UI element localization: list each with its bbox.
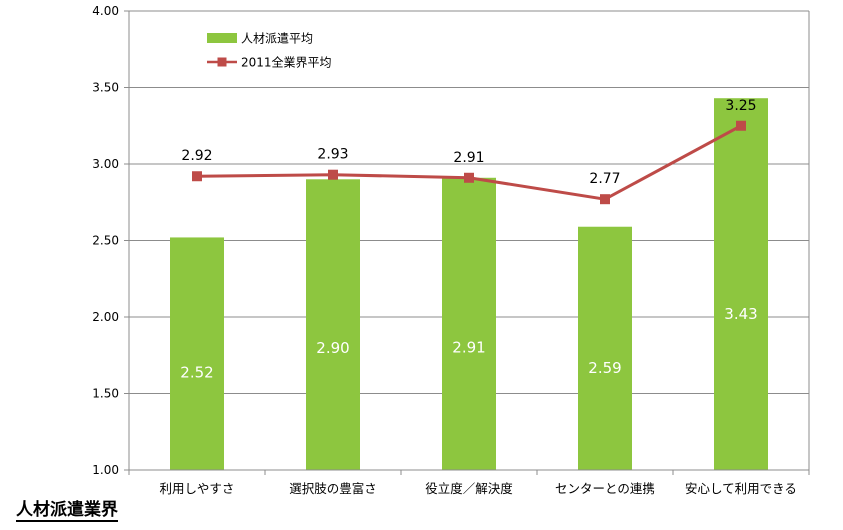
bar-data-label: 2.91 [452, 338, 485, 356]
x-category-labels: 利用しやすさ 選択肢の豊富さ 役立度／解決度 センターとの連携 安心して利用できる [160, 481, 797, 496]
legend-line-label: 2011全業界平均 [241, 55, 332, 70]
bar-data-label: 2.90 [316, 339, 349, 357]
legend-line-marker [217, 57, 227, 67]
bar-data-label: 2.59 [588, 359, 621, 377]
bar-data-label: 3.43 [724, 305, 757, 323]
line-data-label: 3.25 [725, 98, 756, 114]
section-heading: 人材派遣業界 [16, 500, 118, 522]
y-tick-label: 1.50 [92, 387, 119, 401]
bar-series: 2.52 2.90 2.91 2.59 3.43 [170, 98, 768, 471]
x-category-label: センターとの連携 [555, 481, 655, 496]
line-data-label: 2.91 [453, 150, 484, 166]
chart: 2.52 2.90 2.91 2.59 3.43 1.00 1.50 2.00 2.50 3.0… [92, 4, 810, 496]
x-category-label: 選択肢の豊富さ [289, 481, 377, 496]
y-tick-labels: 1.00 1.50 2.00 2.50 3.00 3.50 4.00 [92, 4, 119, 477]
y-tick-label: 3.50 [92, 81, 119, 95]
bar [306, 179, 360, 471]
legend-bar-label: 人材派遣平均 [241, 31, 313, 46]
y-tick-label: 2.00 [92, 310, 119, 324]
y-tick-label: 2.50 [92, 234, 119, 248]
axes [124, 10, 810, 475]
y-tick-label: 1.00 [92, 463, 119, 477]
line-data-label: 2.92 [181, 148, 212, 164]
line-marker [600, 194, 610, 205]
line-marker [192, 171, 202, 182]
bar [442, 177, 496, 470]
bar [714, 98, 768, 471]
y-tick-label: 4.00 [92, 4, 119, 18]
x-category-label: 安心して利用できる [685, 481, 797, 496]
bar [578, 226, 632, 470]
line-marker [736, 120, 746, 131]
bar [170, 237, 224, 470]
line-data-label: 2.77 [589, 171, 620, 187]
line-marker [328, 169, 338, 180]
y-tick-label: 3.00 [92, 157, 119, 171]
legend-bar-swatch [207, 33, 237, 43]
bar-data-label: 2.52 [180, 363, 213, 381]
line-data-label: 2.93 [317, 147, 348, 163]
line-series: 2.92 2.93 2.91 2.77 3.25 [181, 98, 757, 205]
x-category-label: 利用しやすさ [160, 481, 235, 496]
legend: 人材派遣平均 2011全業界平均 [207, 31, 332, 70]
x-category-label: 役立度／解決度 [425, 481, 513, 496]
line-marker [464, 172, 474, 183]
